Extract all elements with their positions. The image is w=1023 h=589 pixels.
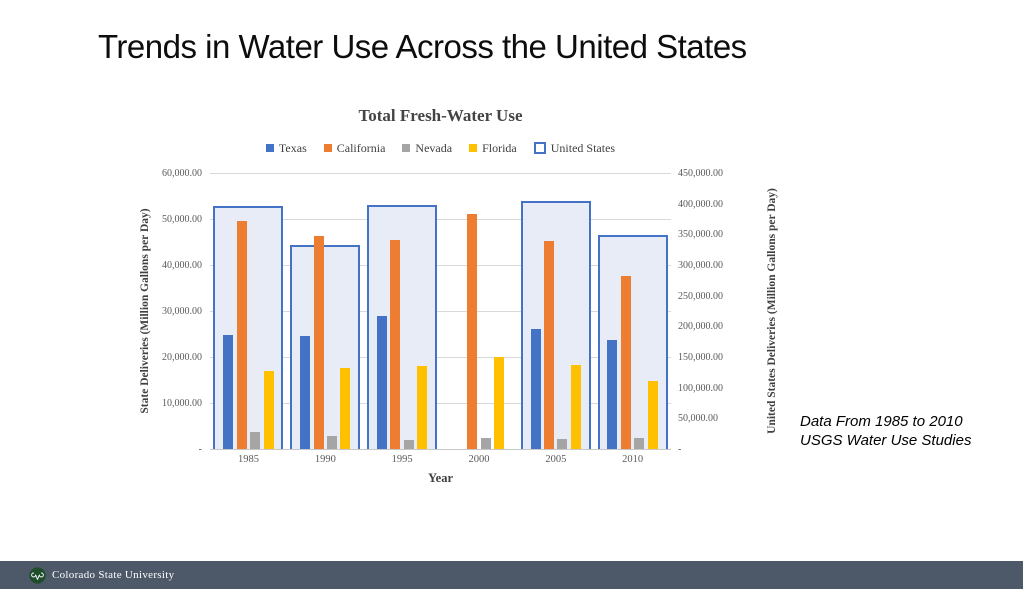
bar-group-2000 xyxy=(441,173,518,449)
legend-label-nevada: Nevada xyxy=(415,140,453,155)
bar-california-1985 xyxy=(236,220,247,449)
bar-florida-1990 xyxy=(340,367,351,449)
bar-california-2005 xyxy=(544,241,555,449)
gridline xyxy=(210,219,671,220)
chart-title: Total Fresh-Water Use xyxy=(358,106,523,125)
footer-bar: Colorado State University xyxy=(0,561,1023,589)
bar-florida-2000 xyxy=(494,357,505,449)
bar-group-2005 xyxy=(517,173,594,449)
right-axis-tick: 300,000.00 xyxy=(678,260,723,271)
gridline xyxy=(210,403,671,404)
legend-swatch-nevada-icon xyxy=(402,144,411,152)
annotation-line-1: Data From 1985 to 2010 xyxy=(800,413,963,430)
bar-nevada-2010 xyxy=(634,437,645,449)
bar-nevada-1995 xyxy=(403,440,414,449)
bar-group-1985 xyxy=(210,173,287,449)
right-axis-tick: 100,000.00 xyxy=(678,382,723,394)
bar-group-1995 xyxy=(364,173,441,449)
right-axis-tick: - xyxy=(678,444,682,455)
legend-item-nevada: Nevada xyxy=(402,141,452,156)
x-axis-title: Year xyxy=(428,471,453,485)
legend-label-texas: Texas xyxy=(278,140,307,155)
gridline xyxy=(210,173,671,174)
legend-swatch-texas-icon xyxy=(265,144,274,152)
bar-california-2000 xyxy=(467,213,478,449)
legend-label-california: California xyxy=(336,140,386,155)
bar-texas-2010 xyxy=(607,339,618,449)
legend-item-texas: Texas xyxy=(265,140,307,156)
bar-nevada-1985 xyxy=(250,431,261,449)
legend-item-florida: Florida xyxy=(469,141,517,156)
fresh-water-use-chart: Total Fresh-Water Use Texas California Nev… xyxy=(130,100,795,505)
left-axis-tick: 30,000.00 xyxy=(162,306,202,317)
left-axis-tick: 10,000.00 xyxy=(162,398,202,409)
gridline xyxy=(210,357,671,358)
x-axis-tick-2000: 2000 xyxy=(468,454,490,465)
bar-group-1990 xyxy=(287,173,364,449)
bar-california-1990 xyxy=(313,236,324,449)
gridline xyxy=(210,265,671,266)
x-axis-tick-1990: 1990 xyxy=(314,454,336,465)
bar-florida-1995 xyxy=(417,366,428,449)
right-axis-tick: 450,000.00 xyxy=(678,168,723,179)
bar-florida-2005 xyxy=(570,365,581,449)
right-axis-tick: 150,000.00 xyxy=(678,352,723,363)
bar-california-1995 xyxy=(390,239,401,449)
bar-texas-1985 xyxy=(223,334,234,449)
slide-title: Trends in Water Use Across the United St… xyxy=(98,28,747,65)
right-axis-tick: 200,000.00 xyxy=(678,321,723,333)
x-axis-tick-2005: 2005 xyxy=(545,454,567,465)
x-axis-tick-1995: 1995 xyxy=(391,454,413,465)
left-axis-tick: - xyxy=(198,444,202,455)
right-axis-tick: 400,000.00 xyxy=(678,198,723,210)
bar-nevada-2000 xyxy=(480,438,491,449)
bar-texas-1990 xyxy=(300,335,311,449)
left-axis-tick: 20,000.00 xyxy=(162,352,202,363)
legend-label-united-states: United States xyxy=(550,140,616,155)
bar-united-states-1985 xyxy=(213,205,284,449)
bar-texas-2005 xyxy=(530,328,541,449)
x-axis-tick-1985: 1985 xyxy=(238,454,259,465)
data-source-annotation: Data From 1985 to 2010 USGS Water Use St… xyxy=(800,412,971,450)
bar-group-2010 xyxy=(594,173,671,449)
left-axis-tick: 50,000.00 xyxy=(162,214,202,225)
left-axis-title: State Deliveries (Million Gallons per Da… xyxy=(139,208,151,414)
gridline xyxy=(210,311,671,312)
bar-nevada-2005 xyxy=(557,438,568,449)
bar-florida-2010 xyxy=(647,381,658,449)
bar-california-2010 xyxy=(620,275,631,449)
csu-ram-logo-icon xyxy=(29,566,46,584)
right-axis-tick: 50,000.00 xyxy=(678,413,718,425)
right-axis-title: United States Deliveries (Million Gallon… xyxy=(766,188,778,434)
legend-swatch-california-icon xyxy=(323,144,332,152)
bar-florida-1985 xyxy=(263,371,274,449)
legend-swatch-florida-icon xyxy=(469,144,478,152)
bar-texas-1995 xyxy=(376,315,387,449)
legend-item-california: California xyxy=(323,140,386,156)
chart-legend: Texas California Nevada Florida United State… xyxy=(170,140,711,156)
legend-label-florida: Florida xyxy=(482,140,517,155)
x-axis-tick-2010: 2010 xyxy=(622,454,644,465)
left-axis-tick: 40,000.00 xyxy=(162,260,202,271)
legend-item-united-states: United States xyxy=(533,140,616,156)
csu-logo-text: Colorado State University xyxy=(52,569,175,581)
right-axis-tick: 350,000.00 xyxy=(678,229,723,241)
bar-nevada-1990 xyxy=(326,435,337,449)
right-axis-tick: 250,000.00 xyxy=(678,290,723,302)
legend-swatch-united-states-icon xyxy=(533,142,546,154)
left-axis-tick: 60,000.00 xyxy=(162,168,202,179)
chart-plot-area xyxy=(210,173,671,450)
annotation-line-2: USGS Water Use Studies xyxy=(800,432,972,449)
